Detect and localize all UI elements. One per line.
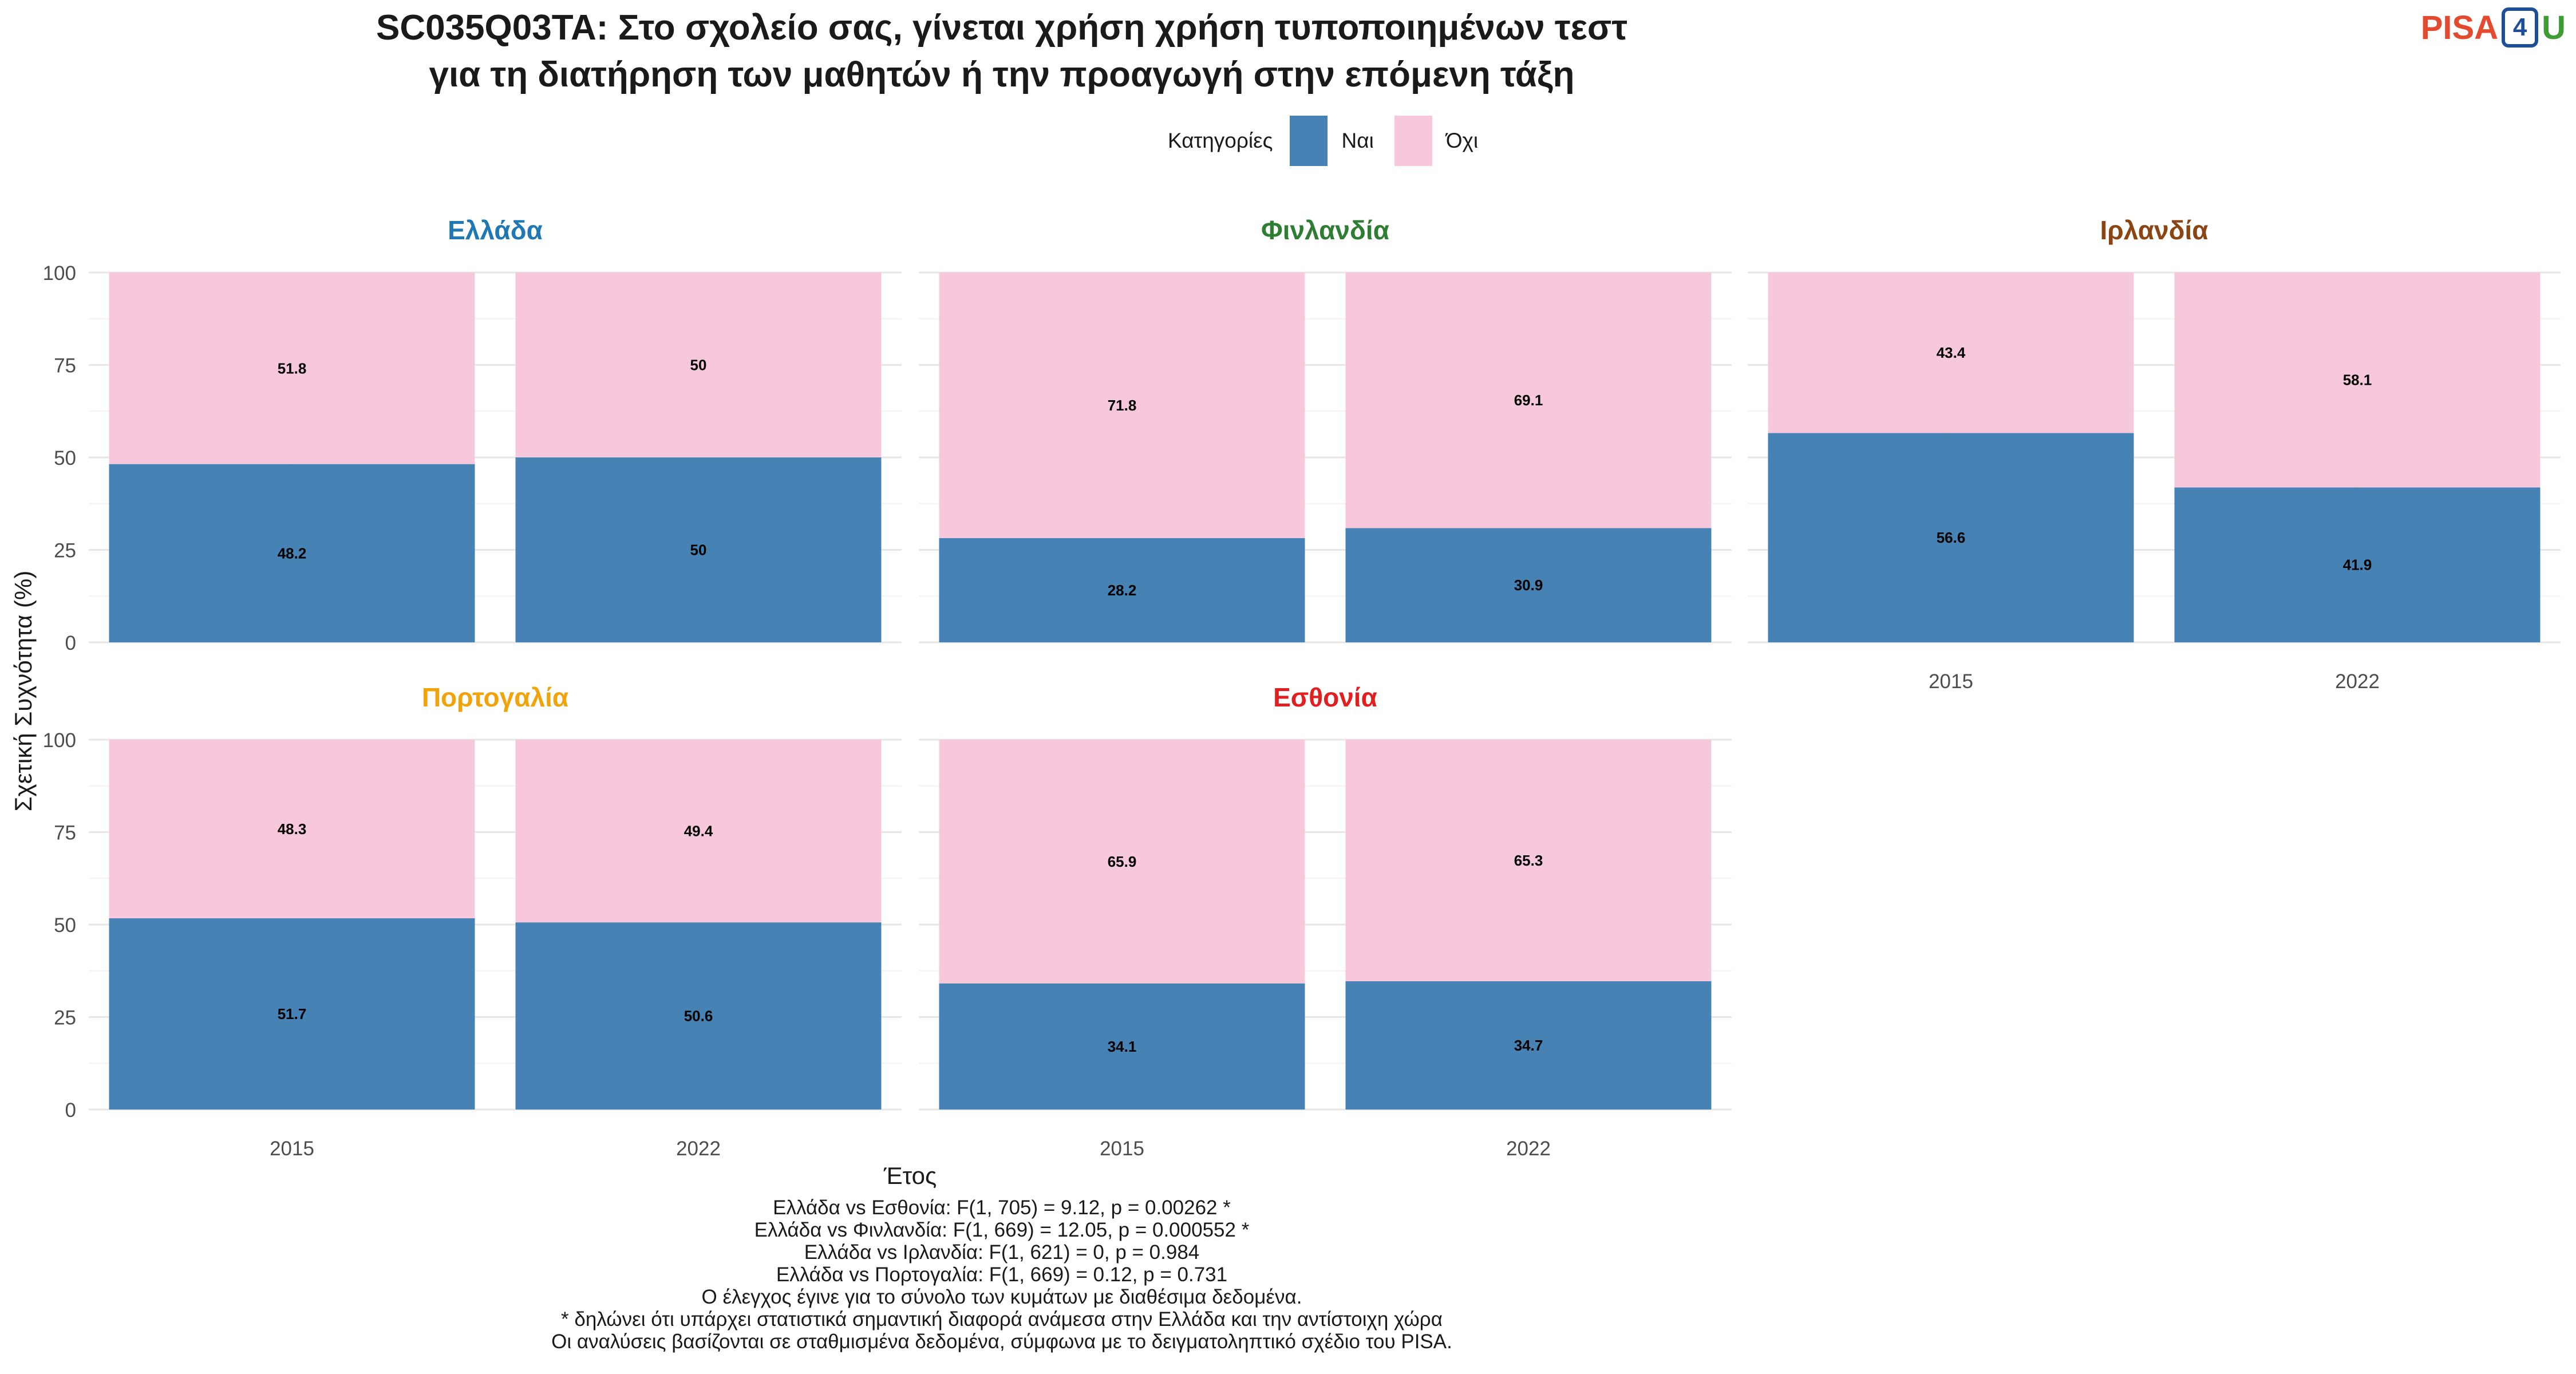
bar-segment-no <box>939 740 1305 984</box>
y-tick-label: 25 <box>54 1007 76 1029</box>
chart-title: SC035Q03TA: Στο σχολείο σας, γίνεται χρή… <box>0 5 2004 98</box>
footnotes: Ελλάδα vs Εσθονία: F(1, 705) = 9.12, p =… <box>0 1197 2004 1353</box>
bar-segment-yes <box>515 457 882 642</box>
bar-segment-yes <box>1768 433 2134 642</box>
bar-segment-yes <box>939 538 1305 642</box>
data-label: 43.4 <box>1937 344 1966 361</box>
bar-segment-no <box>1345 273 1712 528</box>
footnote-line: Ελλάδα vs Φινλανδία: F(1, 669) = 12.05, … <box>754 1219 1250 1241</box>
chart-title-line-2: για τη διατήρηση των μαθητών ή την προαγ… <box>429 55 1575 94</box>
panel-title: Ιρλανδία <box>2100 215 2208 245</box>
legend-swatch-yes <box>1290 116 1328 166</box>
data-label: 65.3 <box>1514 852 1543 869</box>
footnote-line: Ελλάδα vs Πορτογαλία: F(1, 669) = 0.12, … <box>776 1264 1228 1286</box>
bar-segment-yes <box>515 922 882 1110</box>
logo-four-badge: 4 <box>2502 7 2539 48</box>
legend-label-yes: Ναι <box>1341 129 1374 152</box>
bar-segment-no <box>1345 740 1712 981</box>
x-tick-label: 2015 <box>270 1138 314 1160</box>
bar-segment-no <box>515 740 882 923</box>
bar-segment-no <box>1768 273 2134 433</box>
y-tick-label: 25 <box>54 540 76 562</box>
footnote-line: Ελλάδα vs Εσθονία: F(1, 705) = 9.12, p =… <box>773 1197 1231 1219</box>
legend-label-no: Όχι <box>1445 129 1479 152</box>
y-tick-label: 75 <box>54 822 76 844</box>
data-label: 48.3 <box>278 820 307 838</box>
data-label: 34.1 <box>1108 1038 1137 1055</box>
data-label: 65.9 <box>1108 853 1137 870</box>
x-tick-label: 2015 <box>1929 670 1973 693</box>
bar-segment-yes <box>939 983 1305 1110</box>
bar-segment-yes <box>1345 981 1712 1110</box>
x-tick-label: 2022 <box>676 1138 721 1160</box>
panel-title: Πορτογαλία <box>422 682 568 712</box>
panel-title: Εσθονία <box>1273 682 1377 712</box>
data-label: 50 <box>690 542 707 559</box>
y-tick-label: 50 <box>54 914 76 937</box>
y-tick-label: 0 <box>65 1099 76 1122</box>
x-tick-label: 2022 <box>2335 670 2380 693</box>
y-tick-label: 100 <box>43 729 76 752</box>
bar-segment-no <box>939 273 1305 538</box>
x-tick-label: 2022 <box>1506 1138 1551 1160</box>
legend-title: Κατηγορίες <box>1168 129 1273 152</box>
chart-legend: Κατηγορίες Ναι Όχι <box>1168 114 1499 167</box>
panel-title: Φινλανδία <box>1261 215 1389 245</box>
footnote-line: Ο έλεγχος έγινε για το σύνολο των κυμάτω… <box>701 1286 1302 1308</box>
bar-segment-yes <box>109 464 475 642</box>
chart-title-line-1: SC035Q03TA: Στο σχολείο σας, γίνεται χρή… <box>376 8 1628 48</box>
footnote-line: Οι αναλύσεις βασίζονται σε σταθμισμένα δ… <box>551 1330 1452 1353</box>
logo-u-text: U <box>2542 9 2566 46</box>
bar-segment-no <box>109 740 475 919</box>
data-label: 49.4 <box>684 823 713 840</box>
bar-segment-no <box>109 273 475 464</box>
data-label: 41.9 <box>2343 556 2372 574</box>
bar-segment-yes <box>2174 487 2541 642</box>
bar-segment-yes <box>1345 528 1712 642</box>
data-label: 28.2 <box>1108 582 1137 599</box>
footnote-line: Ελλάδα vs Ιρλανδία: F(1, 621) = 0, p = 0… <box>804 1241 1200 1264</box>
y-tick-label: 75 <box>54 355 76 377</box>
legend-swatch-no <box>1394 116 1432 166</box>
x-tick-label: 2015 <box>1100 1138 1144 1160</box>
x-axis-title: Έτος <box>883 1162 937 1189</box>
y-axis-title: Σχετική Συχνότητα (%) <box>10 571 37 812</box>
data-label: 71.8 <box>1108 397 1137 414</box>
y-tick-label: 0 <box>65 632 76 654</box>
logo-pisa-text: PISA <box>2420 9 2499 46</box>
y-tick-label: 100 <box>43 262 76 285</box>
data-label: 58.1 <box>2343 372 2372 389</box>
data-label: 50.6 <box>684 1008 713 1025</box>
data-label: 30.9 <box>1514 577 1543 594</box>
data-label: 50 <box>690 357 707 374</box>
panel-title: Ελλάδα <box>448 215 543 245</box>
bar-segment-no <box>515 273 882 457</box>
pisa4u-logo: PISA 4 U <box>2421 5 2566 50</box>
y-tick-label: 50 <box>54 447 76 469</box>
data-label: 56.6 <box>1937 529 1966 546</box>
data-label: 51.8 <box>278 360 307 377</box>
data-label: 51.7 <box>278 1005 307 1022</box>
bar-segment-no <box>2174 273 2541 488</box>
data-label: 69.1 <box>1514 392 1543 409</box>
data-label: 34.7 <box>1514 1037 1543 1054</box>
data-label: 48.2 <box>278 544 307 562</box>
footnote-line: * δηλώνει ότι υπάρχει στατιστικά σημαντι… <box>561 1308 1443 1330</box>
bar-segment-yes <box>109 918 475 1110</box>
